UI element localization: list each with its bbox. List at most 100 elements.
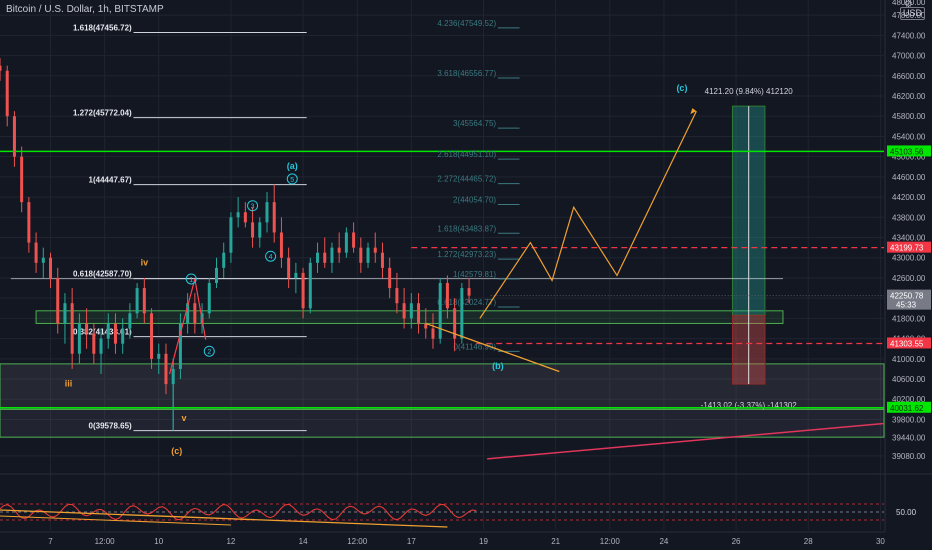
candle-body — [453, 308, 457, 339]
wave-circle-marker — [185, 273, 197, 285]
candle-body — [279, 232, 283, 258]
candle-body — [409, 303, 413, 319]
candle-body — [337, 247, 341, 253]
wave-circle-number: 5 — [290, 177, 294, 184]
candle-body — [316, 252, 320, 263]
candle-body — [49, 257, 53, 278]
x-tick-label: 12 — [226, 537, 235, 546]
price-badge-label: 40031.62 — [890, 404, 924, 413]
y-tick-label: 39800.00 — [892, 415, 926, 424]
x-tick-label: 12:00 — [95, 537, 116, 546]
candle-body — [186, 303, 190, 324]
candle-body — [330, 247, 334, 263]
measure-long-label: 4121.20 (9.84%) 412120 — [705, 87, 794, 96]
wave-label-orange: (c) — [171, 446, 182, 456]
candle-body — [323, 252, 327, 263]
wave-circle-number: 4 — [269, 254, 273, 261]
price-badge — [887, 241, 931, 253]
oscillator-line — [0, 503, 477, 521]
osc-trendline-orange-2 — [0, 515, 231, 526]
x-tick-label: 12:00 — [347, 537, 368, 546]
candle-body — [467, 288, 471, 296]
x-tick-label: 19 — [479, 537, 488, 546]
x-tick-label: 24 — [659, 537, 668, 546]
wave-label-orange: iii — [65, 379, 73, 389]
fib-extension-label: 0(41146.99) — [454, 342, 497, 351]
candle-body — [27, 202, 31, 243]
fib-extension-label: 0.618(42024.77) — [437, 298, 496, 307]
support-zone-lower — [0, 363, 885, 410]
x-tick-label: 7 — [48, 537, 53, 546]
wave-circle-number: 2 — [207, 349, 211, 356]
wave-circle-marker — [203, 345, 215, 357]
fib-extension-label: 4.236(47549.52) — [437, 19, 496, 28]
candle-body — [178, 323, 182, 369]
candle-body — [251, 222, 255, 238]
candle-body — [5, 70, 9, 117]
y-tick-label: 43000.00 — [892, 254, 926, 263]
trendline-red — [487, 422, 885, 460]
fib-extension-label: 1.272(42973.23) — [437, 250, 496, 259]
wave-label-teal: (b) — [492, 361, 504, 371]
candle-body — [63, 303, 67, 324]
y-tick-label: 47800.00 — [892, 11, 926, 20]
price-badge-label: 43199.73 — [890, 244, 924, 253]
y-tick-label: 42600.00 — [892, 274, 926, 283]
y-tick-label: 45800.00 — [892, 112, 926, 121]
y-tick-label-partial: 48000.00 — [892, 0, 926, 7]
fib-level-label: 0(39578.65) — [89, 422, 132, 431]
candle-body — [150, 313, 154, 359]
candle-body — [243, 212, 247, 223]
candle-body — [193, 303, 197, 324]
wave-label-orange: v — [182, 413, 187, 423]
x-tick-label: 17 — [407, 537, 416, 546]
candle-body — [207, 283, 211, 314]
candle-body — [41, 257, 45, 263]
y-tick-label: 40600.00 — [892, 375, 926, 384]
y-tick-label: 43800.00 — [892, 213, 926, 222]
candle-body — [287, 257, 291, 278]
candle-body — [380, 252, 384, 268]
candle-body — [344, 232, 348, 253]
candle-body — [402, 303, 406, 319]
currency-badge[interactable]: USD — [900, 7, 926, 20]
chart-title: Bitcoin / U.S. Dollar, 1h, BITSTAMP — [6, 4, 164, 15]
y-tick-label: 39080.00 — [892, 452, 926, 461]
y-tick-label: 41800.00 — [892, 314, 926, 323]
candle-body — [352, 232, 356, 248]
candle-body — [77, 323, 81, 354]
candle-body — [70, 303, 74, 354]
candle-body — [92, 333, 96, 354]
candle-body — [431, 328, 435, 339]
price-badge-label: 41303.55 — [890, 339, 924, 348]
projection-arrowhead-icon — [690, 108, 697, 115]
y-tick-label: 45400.00 — [892, 132, 926, 141]
y-tick-label: 39440.00 — [892, 434, 926, 443]
settings-gear-icon[interactable]: ⚙ — [904, 0, 913, 10]
trendline-orange — [425, 322, 560, 373]
fib-extension-label: 1.618(43483.87) — [437, 224, 496, 233]
fib-extension-label: 1(42579.81) — [453, 270, 496, 279]
candle-body — [164, 353, 168, 385]
candle-body — [438, 283, 442, 339]
fib-level-label: 0.382(41438.61) — [73, 328, 132, 337]
candle-body — [106, 323, 110, 339]
wave-circle-marker — [265, 250, 277, 262]
candle-body — [388, 267, 392, 289]
candle-body — [460, 288, 464, 339]
wave-count-line — [169, 278, 207, 375]
candle-body — [258, 222, 262, 238]
fib-extension-label: 2(44054.70) — [453, 195, 496, 204]
y-tick-label: 43400.00 — [892, 234, 926, 243]
candle-body — [236, 212, 240, 218]
candle-body — [34, 242, 38, 263]
osc-trendline-orange — [0, 509, 448, 528]
price-badge-label: 42250.78 — [890, 292, 924, 301]
y-tick-label: 45000.00 — [892, 153, 926, 162]
candle-body — [0, 65, 2, 71]
x-tick-label: 12:00 — [600, 537, 621, 546]
demand-zone-box — [35, 310, 784, 324]
candle-body — [214, 267, 218, 284]
